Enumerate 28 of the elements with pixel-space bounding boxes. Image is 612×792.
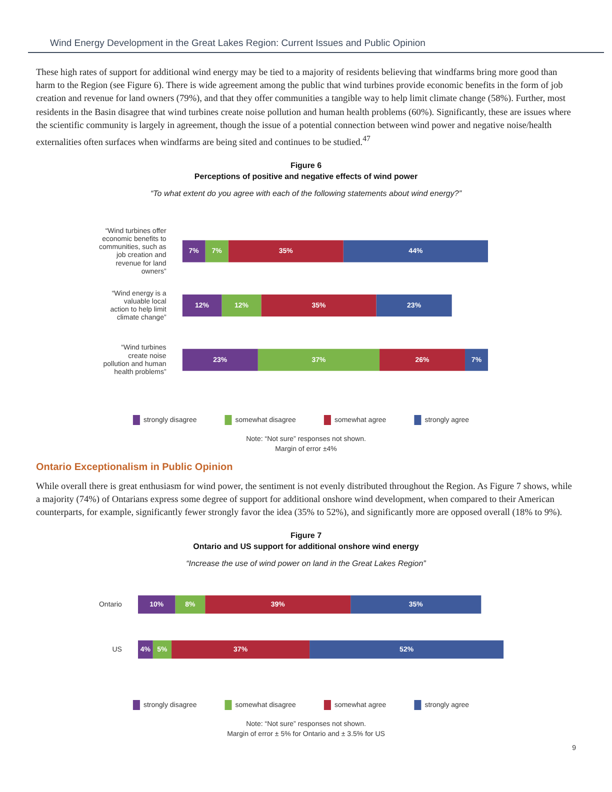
text: While overall there is great enthusiasm for wind power, the sentiment is not evenly distributed throughout the Region. As Figure 7 shows, while a majority (74%) of Ontarians express some degree of support for additional onshore wind development, when compared to their American counterparts, for example, significantly fewer strongly favor the idea (35% to 52%), and significantly more are opposed overall (18% to 9%). <box>36 480 573 520</box>
text: “To what extent do you agree with each of the following statements about wind energy?” <box>149 188 463 198</box>
bar <box>222 294 262 316</box>
bar <box>175 594 206 614</box>
bar <box>205 240 228 262</box>
chart-subtitle: Perceptions of positive and negative effects of wind power <box>193 171 419 183</box>
bar <box>464 348 488 370</box>
text: “Increase the use of wind power on land in the Great Lakes Region” <box>185 558 427 568</box>
text: Ontario Exceptionalism in Public Opinion <box>36 462 234 473</box>
chart-subtitle: Ontario and US support for additional onshore wind energy <box>192 541 420 553</box>
bar <box>182 348 258 370</box>
bar <box>258 348 380 370</box>
bar <box>350 594 482 614</box>
bar <box>172 640 310 658</box>
bar <box>228 240 344 262</box>
text: These high rates of support for additional wind energy may be tied to a majority of residents believing that windfarms bring more good than harm to the Region (see Figure 6). There is wide agreement among the public that wind turbines provide economic benefits in the form of job creation and revenue for land owners (79%), and that they offer communities a tangible way to help limit climate change (58%). Further, most residents in the Basin disagree that wind turbines create noise pollution and human health problems (60%). Significantly, these are issues where the scientific community is largely in agreement, though the issue of a potential connection between wind power and negative noise/health externalities often surfaces when windfarms are being sited and continues to be studied.$^{47}$ <box>36 67 572 150</box>
bar <box>380 348 465 370</box>
bar <box>182 240 206 262</box>
bar <box>205 594 351 614</box>
bar <box>182 294 222 316</box>
bar <box>376 294 452 316</box>
chart-title: Figure 6 <box>289 160 323 172</box>
text: Wind Energy Development in the Great Lakes Region: Current Issues and Public Opinion <box>28 8 604 53</box>
bar <box>261 294 376 316</box>
bar <box>310 640 504 658</box>
chart-title: Figure 7 <box>289 530 323 542</box>
bar <box>138 594 176 614</box>
bar <box>343 240 488 262</box>
